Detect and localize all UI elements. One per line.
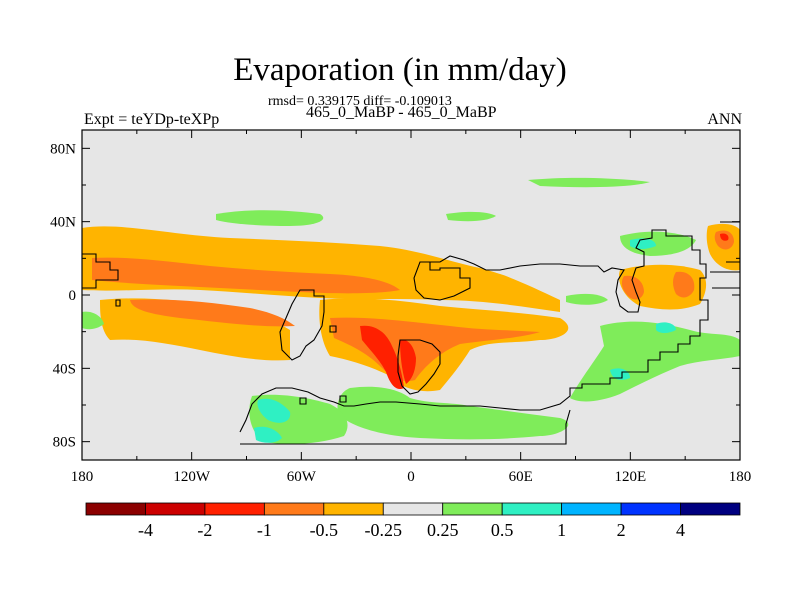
coastline-north <box>82 253 119 289</box>
colorbar-swatch <box>85 502 146 516</box>
field-neg1-east2 <box>673 271 695 298</box>
anomaly-fields <box>82 177 740 444</box>
colorbar-label: 2 <box>617 520 626 540</box>
experiment-label: Expt = teYDp-teXPp <box>84 111 220 128</box>
x-axis: 180 120W 60W 0 60E 120E 180 <box>71 130 752 485</box>
colorbar-swatch <box>561 502 622 516</box>
y-tick-label: 80N <box>50 141 76 157</box>
x-tick-label: 60E <box>509 469 533 485</box>
stats-line: rmsd= 0.339175 diff= -0.109013 <box>268 94 452 109</box>
colorbar-label: 1 <box>557 520 566 540</box>
colorbar-swatch <box>145 502 206 516</box>
colorbar-swatch <box>501 502 563 516</box>
x-tick-label: 120E <box>614 469 646 485</box>
field-pos-north-pacific <box>216 210 324 226</box>
field-pos05-se <box>610 368 630 380</box>
colorbar-label: -1 <box>257 520 272 540</box>
field-pos-arctic <box>528 177 650 188</box>
y-tick-label: 40S <box>53 361 76 377</box>
colorbar-swatch <box>263 502 325 516</box>
y-tick-label: 80S <box>53 435 76 451</box>
colorbar-swatch <box>323 502 384 516</box>
field-neg2-ne <box>720 233 729 241</box>
colorbar-swatch <box>680 502 741 516</box>
case-label: 465_0_MaBP - 465_0_MaBP <box>306 104 497 121</box>
coastline-south-america <box>279 289 325 361</box>
y-tick-label: 0 <box>69 288 77 304</box>
season-label: ANN <box>707 111 742 128</box>
field-pos05-antarctic2 <box>254 426 282 443</box>
field-pos05-east <box>656 322 676 333</box>
field-pos-north-atl <box>446 211 496 222</box>
colorbar-swatch <box>382 502 444 516</box>
colorbar-swatch <box>620 502 681 516</box>
colorbar: -4 -2 -1 -0.5 -0.25 0.25 0.5 1 2 4 <box>85 502 741 540</box>
x-tick-label: 180 <box>729 469 752 485</box>
x-tick-label: 60W <box>287 469 317 485</box>
colorbar-swatch <box>442 502 503 516</box>
field-neg1-east <box>621 275 644 300</box>
coastline-islands <box>115 299 347 405</box>
field-neg2-central <box>360 325 404 390</box>
y-tick-label: 40N <box>50 215 76 231</box>
colorbar-label: -0.25 <box>365 520 403 540</box>
colorbar-swatch <box>204 502 265 516</box>
coastlines <box>82 221 740 445</box>
colorbar-label: -0.5 <box>310 520 339 540</box>
field-pos-south-atl <box>337 386 569 440</box>
y-axis: 80N 40N 0 40S 80S <box>50 141 740 451</box>
field-neg1-band-south <box>130 299 295 327</box>
colorbar-label: 0.25 <box>427 520 459 540</box>
coastline-pangea-central <box>413 261 471 301</box>
colorbar-label: -2 <box>197 520 212 540</box>
field-neg05-atlantic <box>419 266 524 296</box>
field-pos-east-band <box>570 321 740 402</box>
colorbar-label: -4 <box>138 520 153 540</box>
coastline-africa <box>397 339 441 395</box>
coastline-antarctica <box>239 229 709 433</box>
x-tick-label: 180 <box>71 469 94 485</box>
x-tick-label: 0 <box>407 469 415 485</box>
colorbar-label: 0.5 <box>491 520 514 540</box>
field-neg2-africa <box>400 339 416 384</box>
coastline-antarctic-base <box>240 409 571 445</box>
coastline-ne-edge <box>710 221 740 289</box>
field-neg1-band-north <box>92 257 400 294</box>
x-tick-label: 120W <box>173 469 211 485</box>
chart-title: Evaporation (in mm/day) <box>233 52 567 88</box>
field-pos-west-pac <box>82 311 104 330</box>
field-pos05-antarctic <box>257 398 291 423</box>
field-pos-africa-east <box>566 293 608 305</box>
colorbar-label: 4 <box>676 520 685 540</box>
